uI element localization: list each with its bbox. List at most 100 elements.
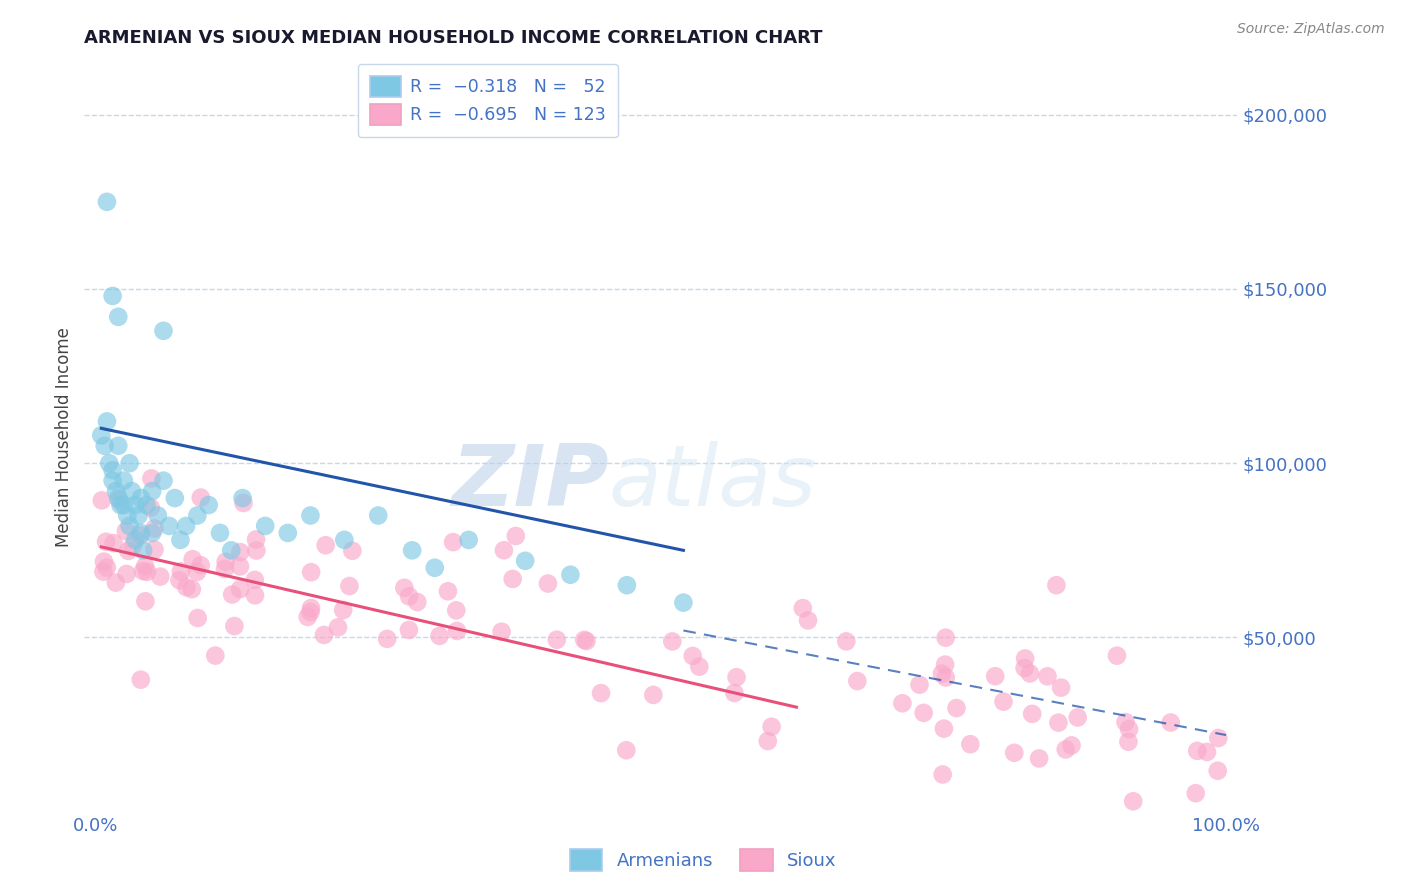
Point: [333, 533, 356, 547]
Point: [441, 535, 464, 549]
Point: [135, 498, 157, 512]
Point: [96, 560, 118, 574]
Point: [1115, 715, 1137, 730]
Point: [117, 508, 139, 523]
Y-axis label: Median Household Income: Median Household Income: [55, 327, 73, 547]
Point: [1021, 706, 1043, 721]
Point: [1054, 742, 1077, 756]
Point: [1036, 669, 1059, 683]
Point: [149, 569, 172, 583]
Point: [560, 567, 582, 582]
Point: [589, 686, 612, 700]
Point: [98, 456, 121, 470]
Point: [115, 524, 138, 538]
Point: [505, 529, 527, 543]
Point: [143, 521, 166, 535]
Point: [339, 579, 361, 593]
Point: [761, 720, 783, 734]
Point: [187, 611, 209, 625]
Point: [232, 496, 254, 510]
Point: [107, 439, 129, 453]
Point: [221, 543, 243, 558]
Point: [112, 474, 135, 488]
Point: [129, 525, 152, 540]
Point: [1206, 731, 1229, 745]
Point: [1060, 739, 1083, 753]
Point: [204, 648, 226, 663]
Point: [1066, 710, 1088, 724]
Point: [835, 634, 858, 648]
Point: [141, 525, 163, 540]
Point: [1118, 735, 1140, 749]
Point: [908, 678, 931, 692]
Point: [935, 671, 957, 685]
Point: [101, 289, 124, 303]
Point: [1105, 648, 1128, 663]
Point: [574, 632, 596, 647]
Point: [502, 572, 524, 586]
Point: [1047, 715, 1070, 730]
Point: [93, 439, 115, 453]
Text: ARMENIAN VS SIOUX MEDIAN HOUSEHOLD INCOME CORRELATION CHART: ARMENIAN VS SIOUX MEDIAN HOUSEHOLD INCOM…: [84, 29, 823, 47]
Point: [437, 584, 460, 599]
Point: [132, 564, 155, 578]
Point: [118, 456, 141, 470]
Point: [197, 498, 219, 512]
Point: [935, 631, 957, 645]
Point: [174, 519, 197, 533]
Point: [136, 565, 159, 579]
Point: [375, 632, 398, 646]
Point: [117, 544, 139, 558]
Point: [103, 536, 125, 550]
Point: [429, 629, 451, 643]
Point: [90, 493, 112, 508]
Point: [299, 565, 322, 579]
Point: [546, 632, 568, 647]
Point: [931, 767, 953, 781]
Point: [1160, 715, 1182, 730]
Point: [446, 624, 468, 638]
Point: [121, 539, 143, 553]
Point: [176, 580, 198, 594]
Point: [143, 542, 166, 557]
Point: [186, 508, 208, 523]
Point: [1014, 661, 1036, 675]
Point: [993, 695, 1015, 709]
Point: [108, 492, 131, 507]
Point: [224, 619, 246, 633]
Point: [141, 484, 163, 499]
Point: [124, 498, 146, 512]
Point: [797, 613, 820, 627]
Point: [169, 573, 191, 587]
Point: [93, 555, 115, 569]
Point: [492, 543, 515, 558]
Point: [96, 194, 118, 209]
Point: [118, 519, 141, 533]
Point: [332, 603, 354, 617]
Point: [661, 634, 683, 648]
Point: [169, 533, 191, 547]
Point: [367, 508, 389, 523]
Point: [959, 737, 981, 751]
Point: [90, 428, 112, 442]
Point: [134, 559, 156, 574]
Point: [932, 722, 955, 736]
Point: [110, 498, 132, 512]
Point: [891, 696, 914, 710]
Point: [101, 474, 124, 488]
Point: [104, 575, 127, 590]
Point: [141, 471, 163, 485]
Point: [245, 543, 267, 558]
Point: [186, 565, 208, 579]
Point: [616, 578, 638, 592]
Point: [208, 525, 231, 540]
Point: [792, 601, 814, 615]
Point: [101, 463, 124, 477]
Point: [1195, 745, 1218, 759]
Point: [342, 543, 364, 558]
Point: [1184, 786, 1206, 800]
Point: [170, 565, 193, 579]
Point: [1118, 722, 1140, 736]
Point: [672, 596, 695, 610]
Point: [105, 484, 128, 499]
